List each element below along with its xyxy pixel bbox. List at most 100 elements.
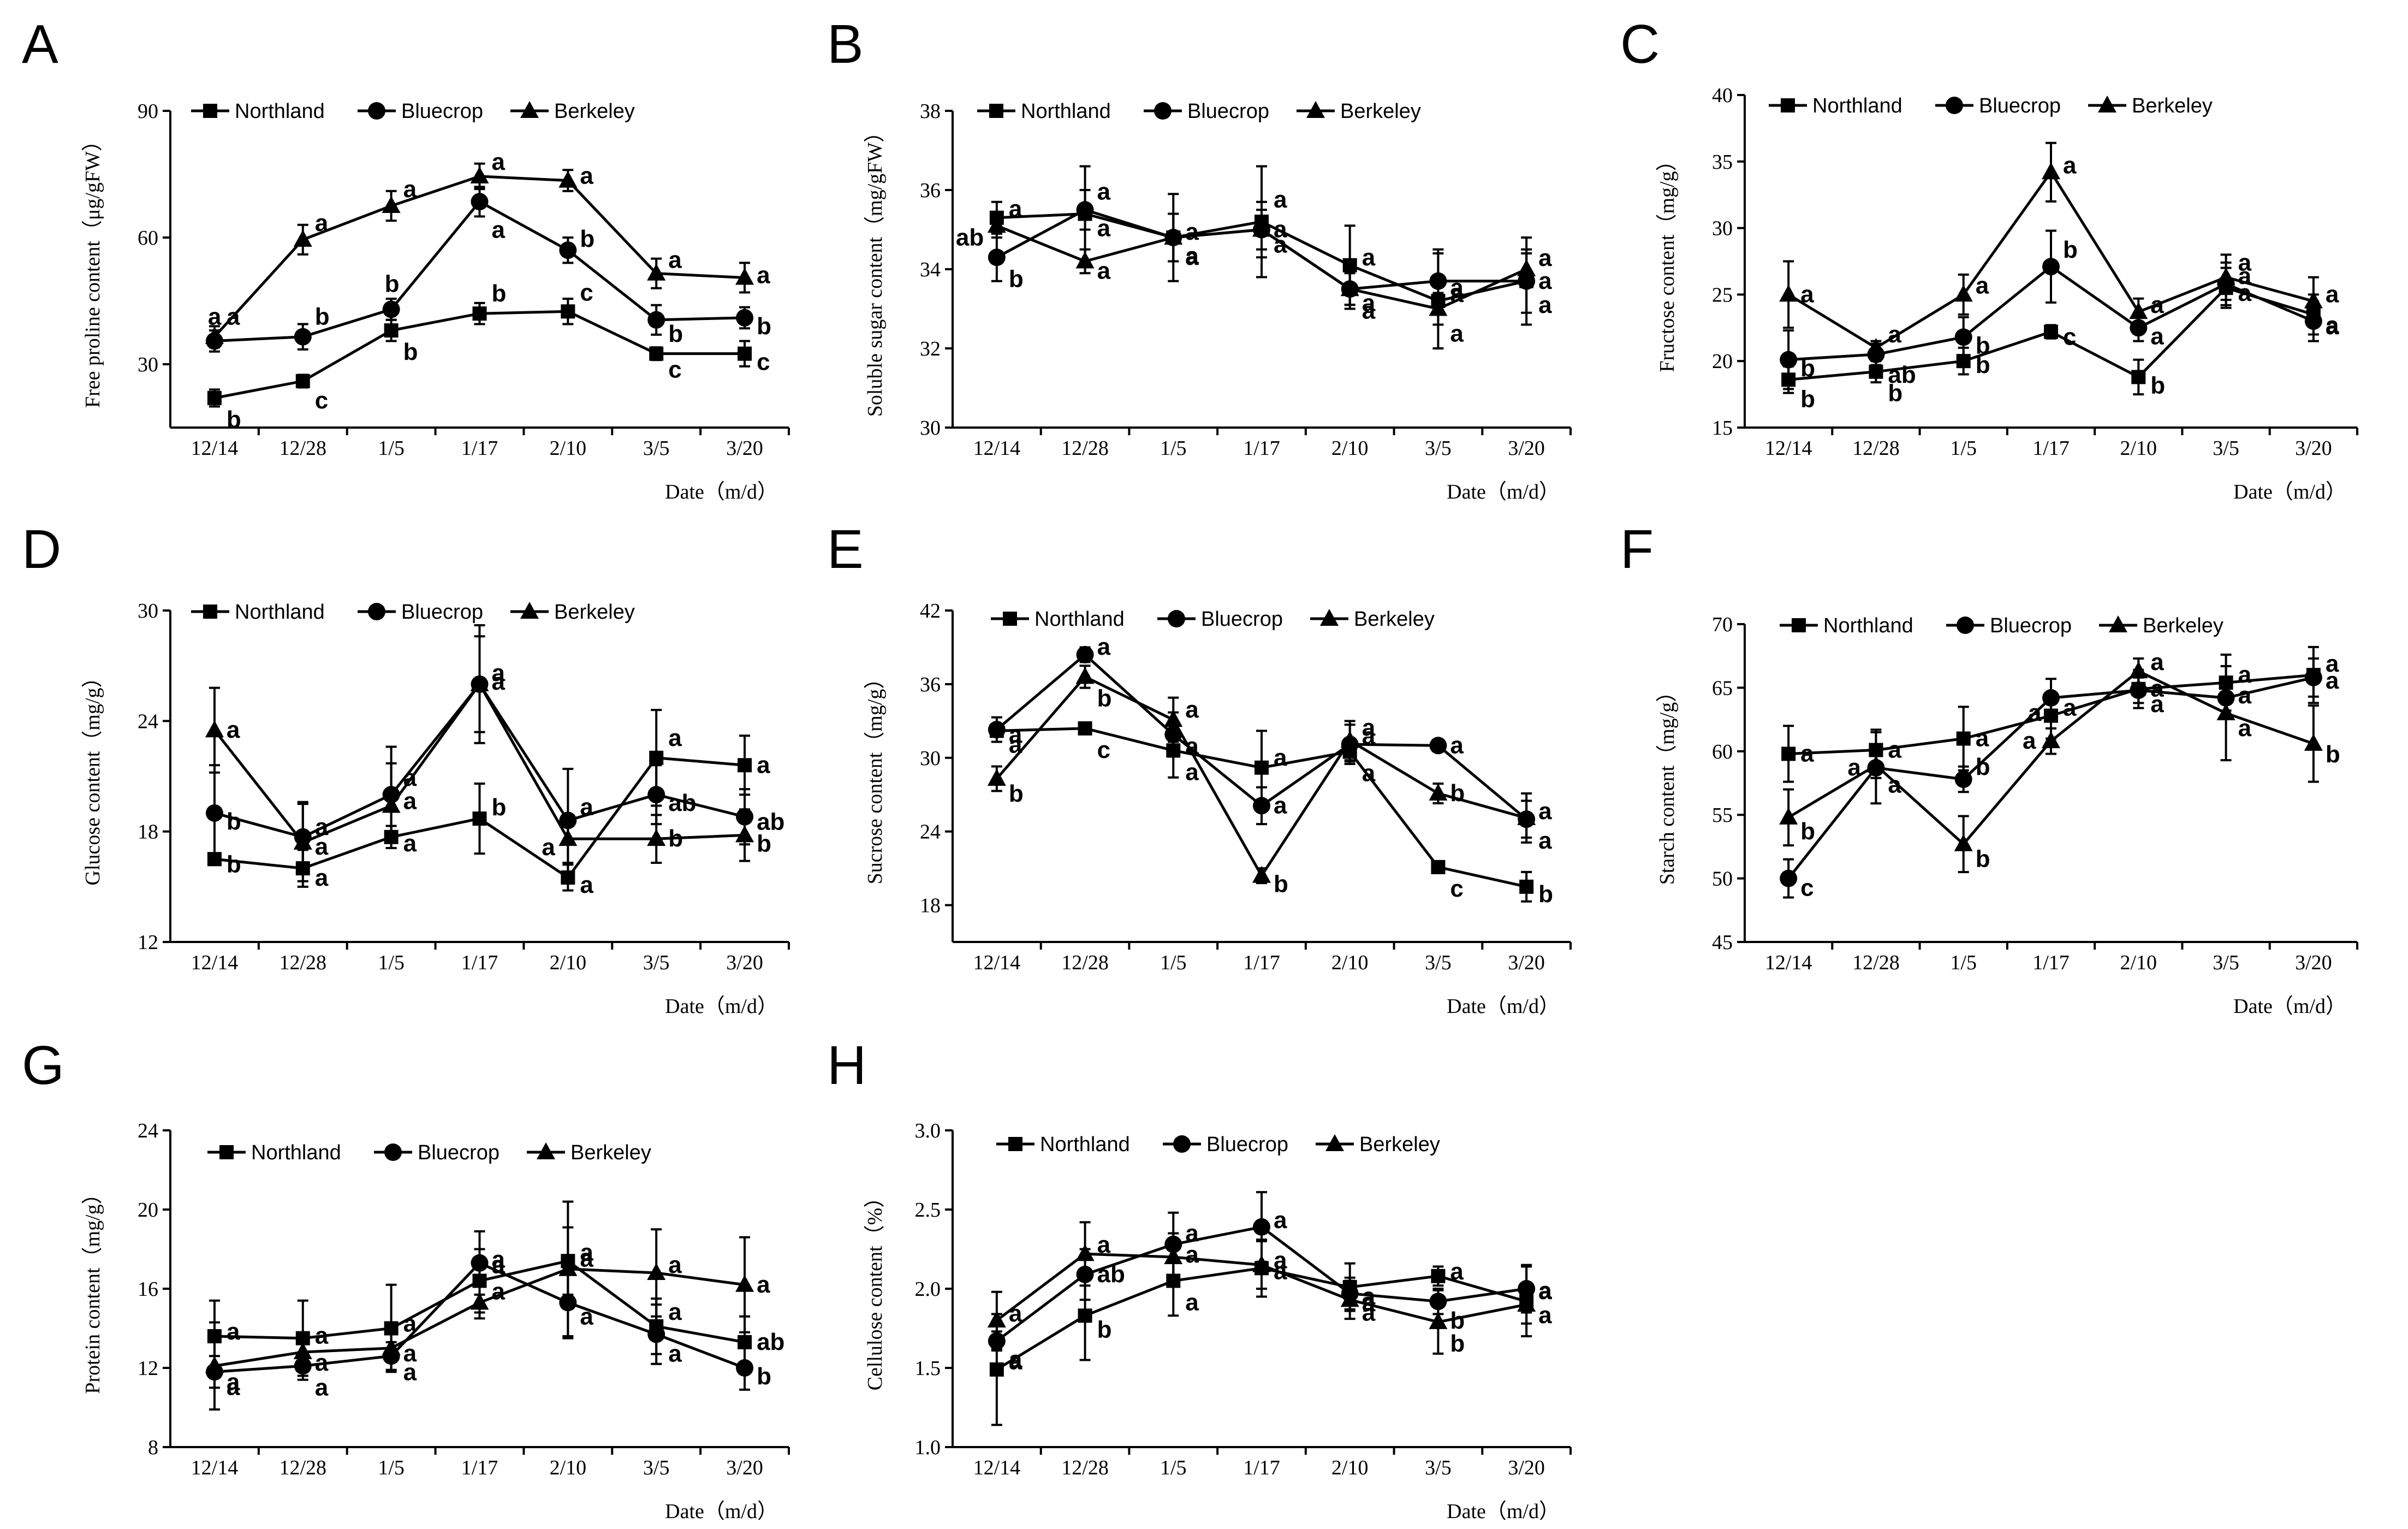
significance-letter: a	[1185, 1241, 1199, 1268]
panel-c: C 15 20 25 30 35 40 12/14 12/28 1/5 1/17 2/10 3/5 3/2…	[1620, 14, 2358, 503]
legend: Northland Bluecrop Berkeley	[207, 1141, 651, 1164]
x-tick-label: 3/20	[726, 951, 763, 974]
legend: Northland Bluecrop Berkeley	[191, 100, 635, 123]
data-point	[738, 758, 752, 773]
legend: Northland Bluecrop Berkeley	[977, 100, 1421, 123]
data-point	[293, 229, 312, 247]
y-axis-label: Protein content（mg/g）	[81, 1183, 104, 1394]
data-point	[2042, 731, 2060, 749]
significance-letter: b	[1009, 265, 1024, 292]
data-point	[1517, 808, 1536, 825]
x-tick-label: 3/5	[643, 1456, 670, 1479]
legend-entry: Berkeley	[1359, 1133, 1440, 1156]
data-point	[2216, 267, 2235, 285]
significance-letter: a	[1185, 696, 1199, 723]
legend: Northland Bluecrop Berkeley	[996, 1133, 1440, 1156]
significance-letter: a	[1450, 1258, 1464, 1285]
legend-marker	[520, 101, 539, 118]
significance-letter: a	[227, 1373, 240, 1400]
data-point	[736, 1359, 754, 1377]
significance-letter: b	[1450, 780, 1465, 807]
data-point	[647, 1263, 666, 1280]
x-tick-label: 12/14	[973, 437, 1021, 460]
data-point	[1954, 328, 1972, 346]
data-point	[647, 829, 666, 846]
significance-letter: a	[668, 1340, 682, 1367]
data-point	[2216, 703, 2235, 720]
data-point	[561, 304, 575, 319]
legend-entry: Bluecrop	[1206, 1133, 1288, 1156]
significance-letter: a	[1274, 1207, 1287, 1234]
significance-letter: a	[1888, 321, 1901, 348]
data-point	[470, 674, 489, 691]
significance-letter: c	[580, 279, 593, 306]
significance-letter: ab	[1888, 361, 1916, 388]
y-axis-label: Soluble sugar content（mg/gFW）	[864, 122, 887, 417]
y-axis-label: Cellulose content（%）	[864, 1187, 887, 1391]
y-tick-label: 40	[1712, 84, 1733, 107]
data-point	[384, 323, 399, 338]
panel-b: B 30 32 34 36 38 12/14 12/28 1/5 1/17 2/10 3/5 3/20 S…	[827, 14, 1572, 503]
data-point	[471, 193, 489, 211]
significance-letter: a	[2150, 649, 2164, 675]
x-tick-label: 3/5	[2213, 437, 2239, 460]
legend-entry: Bluecrop	[1990, 614, 2072, 637]
data-point	[647, 786, 665, 804]
legend-marker	[1781, 98, 1795, 112]
panel-label: F	[1620, 519, 1654, 580]
x-tick-label: 12/14	[1765, 951, 1812, 974]
x-tick-label: 12/28	[1061, 951, 1109, 974]
legend-entry: Bluecrop	[1979, 94, 2061, 117]
significance-letter: a	[492, 668, 506, 695]
panel-a: A 30 60 90 12/14 12/28 1/5 1/17 2/10 3/5 3/20 Free …	[22, 14, 790, 503]
significance-letter: b	[1800, 386, 1815, 412]
y-tick-label: 30	[138, 353, 158, 376]
significance-letter: a	[492, 1246, 506, 1273]
y-tick-label: 24	[138, 710, 158, 733]
significance-letter: b	[385, 270, 400, 297]
data-point	[294, 328, 312, 346]
significance-letter: a	[315, 1323, 329, 1349]
significance-letter: a	[1538, 827, 1552, 854]
significance-letter: a	[2150, 292, 2164, 318]
data-point	[1517, 259, 1536, 276]
significance-letter: a	[1888, 736, 1901, 763]
y-tick-label: 1.5	[915, 1357, 941, 1380]
significance-letter: a	[1185, 1220, 1199, 1247]
significance-letter: a	[1185, 218, 1199, 245]
series-bluecrop: a bba bb b	[205, 186, 771, 353]
data-point	[1076, 201, 1094, 219]
y-tick-label: 20	[1712, 350, 1733, 373]
significance-letter: a	[1274, 216, 1287, 243]
x-tick-label: 1/5	[378, 437, 405, 460]
x-tick-label: 12/28	[1061, 437, 1109, 460]
legend-marker	[1173, 1135, 1191, 1153]
x-tick-label: 2/10	[2120, 437, 2157, 460]
x-axis-label: Date（m/d）	[1447, 995, 1560, 1018]
x-axis-label: Date（m/d）	[665, 995, 778, 1018]
x-tick-label: 3/20	[2295, 951, 2332, 974]
legend-entry: Northland	[1040, 1133, 1130, 1156]
data-point	[988, 248, 1006, 266]
data-point	[2129, 661, 2148, 679]
legend-marker	[1154, 102, 1172, 120]
x-tick-label: 1/5	[1160, 1456, 1187, 1479]
data-point	[1076, 645, 1094, 663]
legend-marker	[2098, 96, 2116, 112]
x-axis-label: Date（m/d）	[2233, 995, 2346, 1018]
y-tick-label: 25	[1712, 283, 1733, 306]
data-point	[471, 1254, 489, 1272]
legend-entry: Northland	[1823, 614, 1913, 637]
x-tick-label: 1/17	[2032, 951, 2070, 974]
significance-letter: b	[1538, 881, 1553, 908]
y-tick-label: 2.5	[915, 1199, 941, 1222]
significance-letter: b	[1888, 380, 1902, 407]
data-point	[559, 241, 577, 259]
